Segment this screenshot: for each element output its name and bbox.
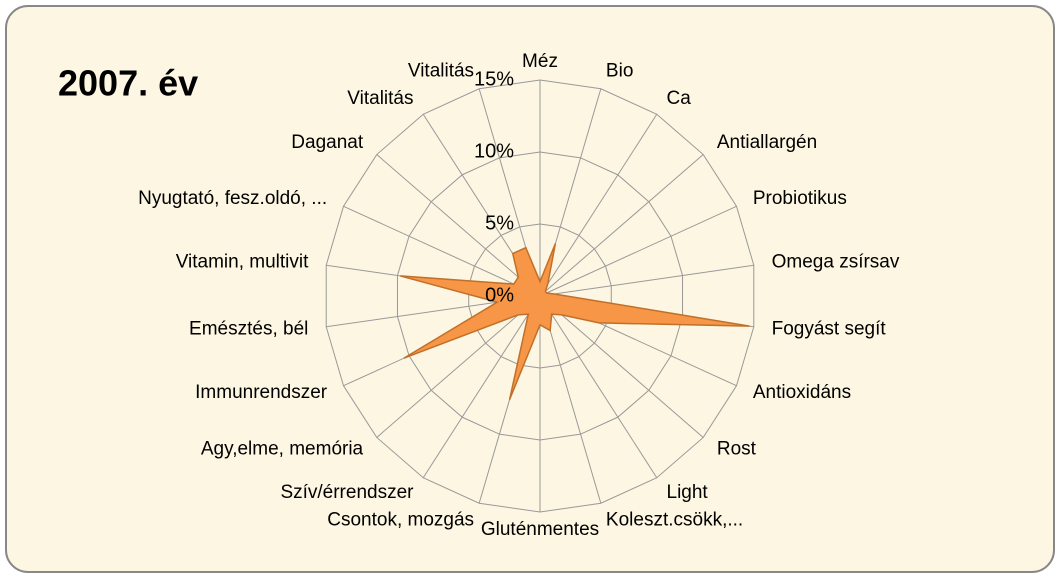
radar-area: [400, 243, 750, 400]
category-label: Daganat: [291, 132, 364, 153]
category-label: Emésztés, bél: [189, 318, 308, 339]
category-label: Light: [667, 482, 709, 503]
spoke: [343, 205, 541, 297]
spoke: [539, 295, 704, 438]
spoke: [539, 264, 754, 297]
category-label: Probiotikus: [753, 188, 847, 209]
r-tick-label: 15%: [474, 68, 514, 90]
spoke: [539, 154, 704, 297]
spoke: [376, 154, 541, 297]
chart-title: 2007. év: [58, 63, 198, 104]
category-label: Méz: [522, 51, 558, 72]
spoke: [539, 295, 658, 478]
category-label: Antioxidáns: [753, 382, 851, 403]
category-label: Csontok, mozgás: [327, 510, 474, 531]
category-label: Nyugtató, fesz.oldó, ...: [138, 188, 327, 209]
spoke: [376, 295, 541, 438]
spoke: [422, 295, 541, 478]
category-label: Szív/érrendszer: [280, 482, 414, 503]
category-label: Immunrendszer: [195, 382, 328, 403]
category-label: Vitalitás: [347, 88, 413, 109]
category-label: Rost: [717, 438, 757, 459]
spoke: [539, 205, 737, 297]
category-label: Vitalitás: [408, 60, 474, 81]
category-label: Gluténmentes: [481, 519, 599, 540]
category-label: Vitamin, multivit: [176, 252, 309, 273]
r-tick-label: 5%: [485, 212, 514, 234]
spoke: [539, 114, 658, 297]
r-tick-label: 10%: [474, 140, 514, 162]
category-label: Ca: [667, 88, 692, 109]
category-label: Koleszt.csökk,...: [606, 510, 743, 531]
category-label: Antiallargén: [717, 132, 817, 153]
category-label: Agy,elme, memória: [201, 438, 364, 459]
category-label: Bio: [606, 60, 633, 81]
category-label: Omega zsírsav: [772, 252, 900, 273]
r-tick-label: 0%: [485, 284, 514, 306]
category-label: Fogyást segít: [772, 318, 887, 339]
